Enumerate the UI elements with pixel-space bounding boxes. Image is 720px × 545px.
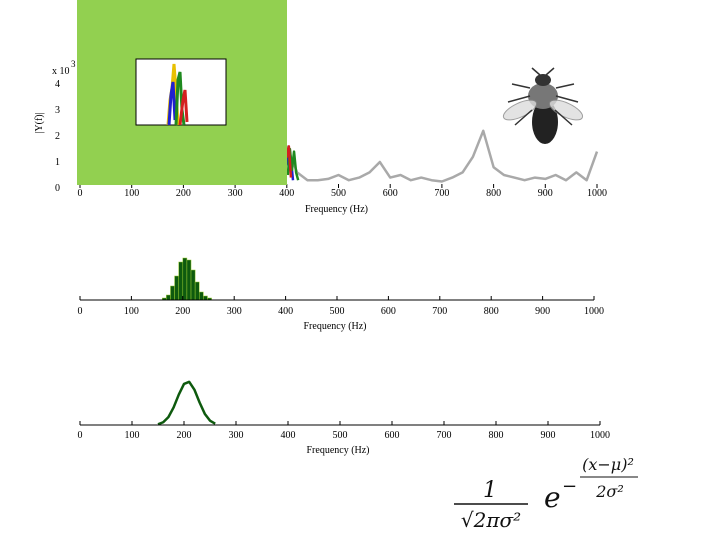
- bee-image: [502, 67, 584, 144]
- x-tick-label: 500: [330, 306, 345, 317]
- x-tick-label: 700: [437, 430, 452, 441]
- x-tick-label: 500: [333, 430, 348, 441]
- formula-exp-numerator: (x−μ)²: [582, 455, 634, 474]
- inset-image: [135, 58, 227, 126]
- x-tick-label: 200: [176, 188, 191, 199]
- x-tick-label: 500: [331, 188, 346, 199]
- histogram-chart: 0 100 200 300 400 500 600 700 800 900 1000 Frequenc…: [78, 257, 604, 332]
- histogram-bar: [203, 295, 208, 301]
- y-tick-label: 0: [55, 183, 60, 194]
- x-tick-label: 600: [383, 188, 398, 199]
- x-tick-label: 0: [78, 306, 83, 317]
- x-tick-label: 900: [538, 188, 553, 199]
- gaussian-chart: 0 100 200 300 400 500 600 700 800 900 1000 Frequenc…: [78, 380, 610, 456]
- histogram-bar: [166, 294, 171, 301]
- x-tick-label: 300: [229, 430, 244, 441]
- x-tick-label: 1000: [590, 430, 610, 441]
- x-tick-label: 0: [78, 430, 83, 441]
- y-axis-title: |Y(f)|: [34, 112, 45, 133]
- scale-exponent: 3: [71, 59, 76, 69]
- x-tick-label: 300: [228, 188, 243, 199]
- x-tick-label: 100: [124, 306, 139, 317]
- y-tick-label: 3: [55, 105, 60, 116]
- scale-label: x 10: [52, 66, 70, 77]
- x-tick-label: 700: [434, 188, 449, 199]
- x-tick-label: 400: [278, 306, 293, 317]
- x-tick-label: 600: [381, 306, 396, 317]
- formula-numerator: 1: [483, 478, 497, 503]
- y-tick-label: 1: [55, 157, 60, 168]
- x-tick-label: 800: [489, 430, 504, 441]
- histogram-bar: [170, 285, 175, 301]
- x-tick-label: 900: [535, 306, 550, 317]
- x-tick-label: 0: [78, 188, 83, 199]
- formula-base: e: [544, 481, 561, 514]
- x-tick-label: 200: [177, 430, 192, 441]
- formula-denominator: √2πσ²: [461, 508, 521, 532]
- x-tick-label: 400: [279, 188, 294, 199]
- histogram-bar: [194, 281, 200, 301]
- histogram-bar: [198, 291, 204, 301]
- histogram-bar: [182, 257, 188, 301]
- histogram-bar: [178, 261, 184, 301]
- x-tick-label: 400: [281, 430, 296, 441]
- formula-exp-denominator: 2σ²: [595, 482, 624, 501]
- x-tick-label: 1000: [587, 188, 607, 199]
- histogram-bar: [190, 269, 196, 301]
- x-axis-title: Frequency (Hz): [306, 445, 369, 456]
- histogram-bar: [186, 259, 192, 301]
- x-tick-label: 100: [124, 188, 139, 199]
- formula-sign: −: [562, 476, 577, 497]
- x-tick-label: 800: [486, 188, 501, 199]
- line-series: [157, 380, 216, 426]
- histogram-bar: [174, 275, 179, 301]
- x-tick-label: 700: [432, 306, 447, 317]
- formula: 1 √2πσ² e − (x−μ)² 2σ²: [454, 455, 638, 532]
- x-tick-label: 300: [227, 306, 242, 317]
- x-tick-label: 1000: [584, 306, 604, 317]
- x-tick-label: 800: [484, 306, 499, 317]
- x-tick-label: 200: [175, 306, 190, 317]
- y-tick-label: 2: [55, 131, 60, 142]
- x-axis-title: Frequency (Hz): [303, 321, 366, 332]
- x-axis-title: Frequency (Hz): [305, 204, 368, 215]
- x-tick-label: 100: [125, 430, 140, 441]
- y-tick-label: 4: [55, 79, 60, 90]
- x-tick-label: 900: [541, 430, 556, 441]
- x-tick-label: 600: [385, 430, 400, 441]
